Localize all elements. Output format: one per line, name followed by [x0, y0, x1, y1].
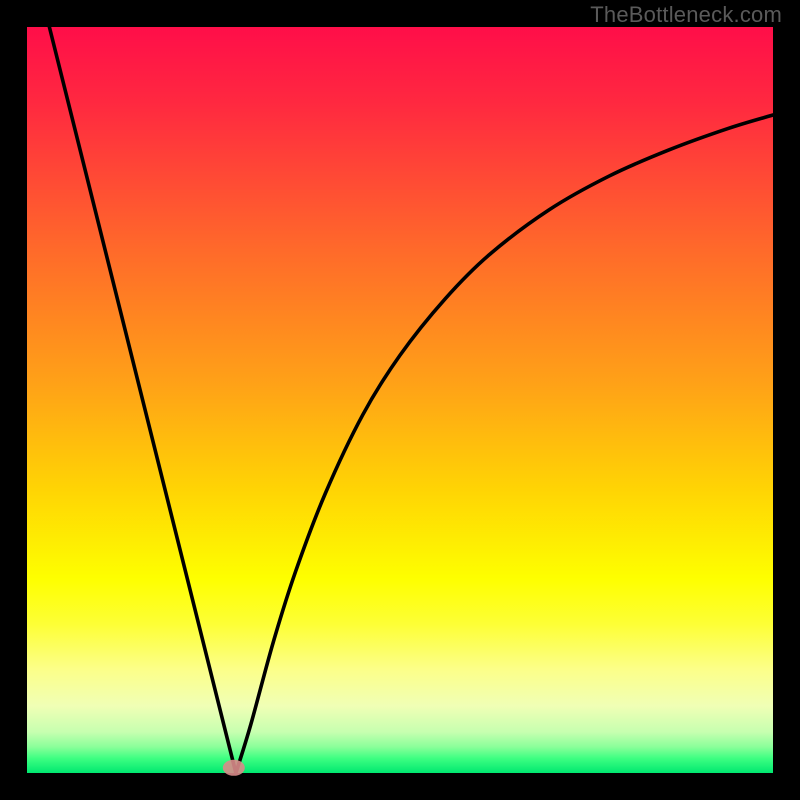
- bottleneck-curve: [49, 27, 773, 773]
- plot-area: [27, 27, 773, 773]
- watermark: TheBottleneck.com: [590, 2, 782, 28]
- chart-svg: [27, 27, 773, 773]
- dip-marker: [222, 760, 244, 776]
